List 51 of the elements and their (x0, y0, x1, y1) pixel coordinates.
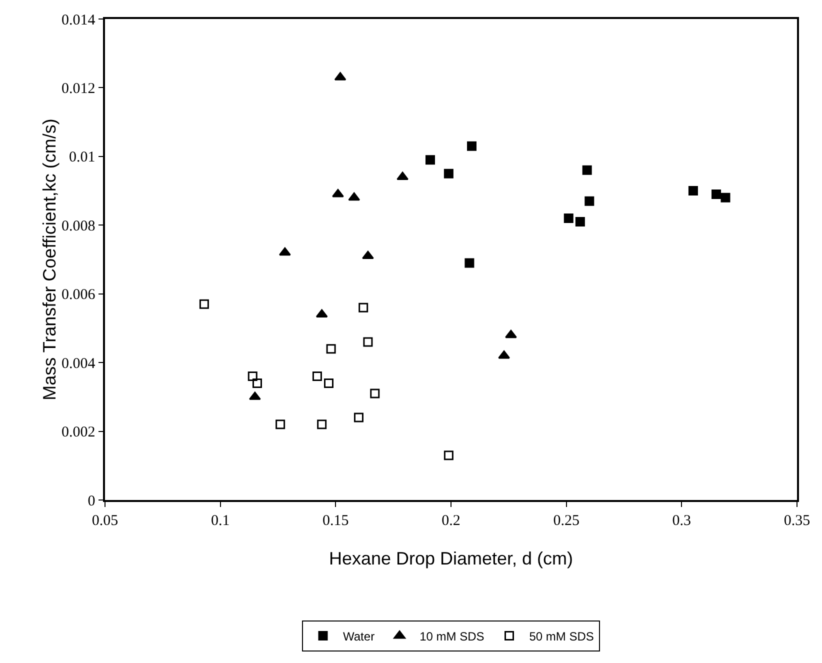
point (332, 188, 344, 198)
y-tick-label: 0.002 (62, 424, 96, 441)
point (575, 216, 585, 226)
point (276, 420, 286, 430)
point (396, 172, 409, 180)
legend-label: 10 mM SDS (420, 629, 484, 644)
point (720, 192, 730, 202)
x-tick-label: 0.05 (92, 512, 118, 529)
legend-label: 50 mM SDS (529, 629, 594, 644)
point (252, 378, 262, 388)
y-tick-label: 0.012 (62, 80, 96, 97)
point (326, 344, 336, 354)
point (317, 420, 327, 430)
point (324, 378, 334, 388)
y-tick-label: 0.01 (69, 150, 96, 166)
point (362, 250, 374, 260)
point (464, 258, 474, 268)
y-tick-label: 0.008 (62, 218, 96, 234)
point (278, 247, 291, 256)
point (584, 196, 594, 206)
point (564, 214, 574, 224)
x-axis-title: Hexane Drop Diameter, d (cm) (328, 548, 574, 568)
y-tick-label: 0 (88, 493, 96, 510)
x-tick-label: 0.3 (672, 512, 692, 529)
point (582, 165, 592, 175)
point (444, 450, 454, 460)
y-axis-title: Mass Transfer Coefficient,kc (cm/s) (40, 118, 60, 400)
point (312, 372, 322, 382)
x-tick-label: 0.1 (210, 512, 230, 529)
point (370, 388, 380, 398)
point (354, 412, 364, 422)
point (467, 141, 477, 151)
x-tick-label: 0.15 (322, 512, 349, 529)
y-tick-label: 0.014 (62, 12, 96, 28)
point (425, 155, 435, 165)
x-tick-label: 0.2 (442, 512, 460, 529)
point (363, 337, 373, 347)
y-tick-label: 0.004 (62, 356, 96, 372)
point (712, 189, 722, 199)
point (348, 192, 360, 201)
y-tick-label: 0.006 (62, 287, 96, 304)
point (688, 186, 698, 196)
point (199, 299, 209, 309)
point (248, 372, 258, 382)
point (444, 168, 454, 178)
x-tick-label: 0.35 (784, 512, 810, 529)
x-tick-label: 0.25 (553, 512, 580, 529)
point (358, 302, 368, 312)
legend-label: Water (343, 629, 375, 644)
point (505, 330, 517, 338)
point (498, 350, 510, 359)
